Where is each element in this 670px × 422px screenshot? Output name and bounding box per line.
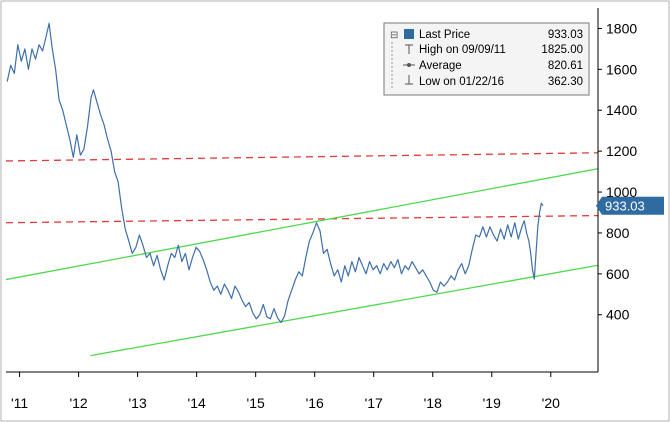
price-series-line xyxy=(6,22,544,324)
legend-entry-last-price: ⊟ Last Price 933.03 xyxy=(390,29,583,41)
legend-label: Last Price xyxy=(419,29,470,41)
y-tick-label: 400 xyxy=(606,307,630,323)
collapse-icon[interactable]: ⊟ xyxy=(390,30,398,41)
x-tick-label: '14 xyxy=(188,395,206,411)
y-tick-label: 1800 xyxy=(606,20,637,36)
legend: ⊟ Last Price 933.03 High on 09/09/11 182… xyxy=(383,22,590,96)
x-tick-label: '12 xyxy=(69,395,87,411)
legend-label: High on 09/09/11 xyxy=(419,44,506,56)
y-tick-label: 1000 xyxy=(606,184,637,200)
x-tick-label: '19 xyxy=(483,395,501,411)
legend-value: 820.61 xyxy=(548,60,583,72)
legend-value: 362.30 xyxy=(548,76,583,88)
x-tick-label: '15 xyxy=(247,395,265,411)
channel-line-2 xyxy=(5,168,599,281)
last-price-tag-value: 933.03 xyxy=(605,199,645,214)
legend-square-icon xyxy=(404,29,414,39)
channel-line-3 xyxy=(90,264,599,357)
average-marker-icon xyxy=(403,63,415,67)
x-tick-label: '20 xyxy=(542,395,560,411)
last-price-tag-shape xyxy=(596,196,664,215)
legend-entry-average: Average 820.61 xyxy=(403,60,583,72)
x-tick-label: '17 xyxy=(365,395,383,411)
reference-lines xyxy=(5,152,599,357)
y-tick-label: 1600 xyxy=(606,61,637,77)
legend-label: Low on 01/22/16 xyxy=(419,76,504,88)
legend-box xyxy=(383,22,590,96)
series-layer xyxy=(6,22,544,324)
x-axis-ticks: '11 '12 '13 '14 '15 '16 '17 '18 '19 '20 xyxy=(11,372,560,411)
y-axis-ticks: 400 600 800 1000 1200 1400 1600 1800 xyxy=(598,20,637,323)
x-tick-label: '11 xyxy=(11,395,28,411)
legend-label: Average xyxy=(419,60,462,72)
x-tick-label: '18 xyxy=(424,395,442,411)
y-tick-label: 600 xyxy=(606,266,630,282)
legend-entry-high: High on 09/09/11 1825.00 xyxy=(391,42,583,90)
last-price-tag: 933.03 xyxy=(596,196,664,215)
resistance-line-1 xyxy=(5,214,599,224)
high-marker-icon xyxy=(405,44,413,54)
legend-value: 1825.00 xyxy=(541,44,583,56)
legend-value: 933.03 xyxy=(548,29,583,41)
x-tick-label: '13 xyxy=(128,395,146,411)
resistance-line-0 xyxy=(5,152,599,162)
x-tick-label: '16 xyxy=(306,395,324,411)
low-marker-icon xyxy=(405,75,413,85)
y-tick-label: 1400 xyxy=(606,102,637,118)
legend-entry-low: Low on 01/22/16 362.30 xyxy=(405,75,583,88)
y-tick-label: 800 xyxy=(606,225,630,241)
y-tick-label: 1200 xyxy=(606,143,637,159)
